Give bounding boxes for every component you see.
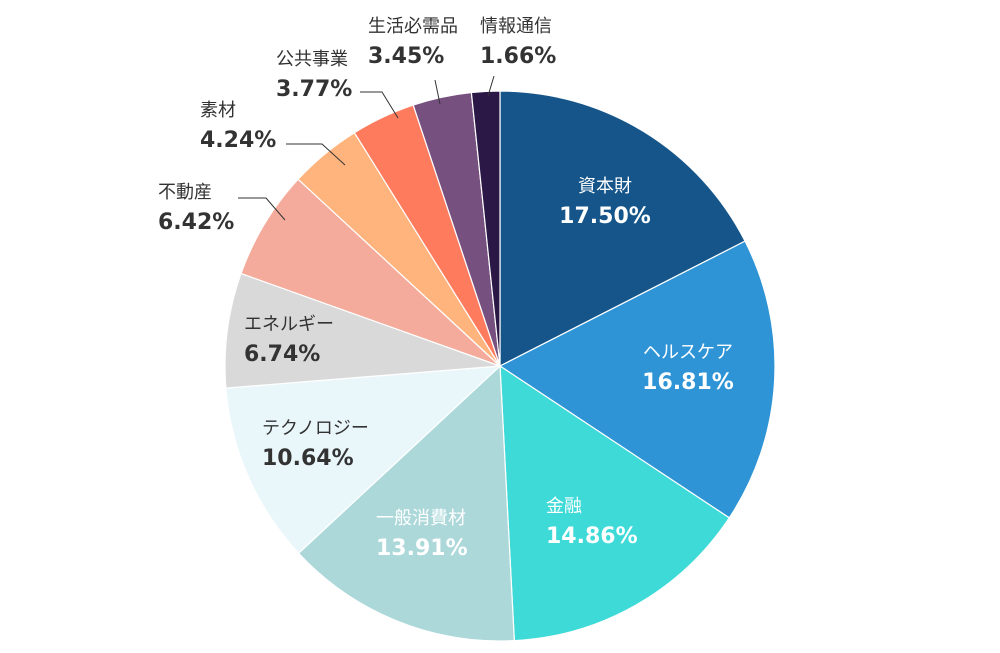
slice-labels: 資本財 17.50% ヘルスケア 16.81% 金融 14.86% 一般消費材 13.91% テ… [158,16,734,561]
slice-0-label: 資本財 [578,176,632,197]
slice-6-value-label: 6.42% [158,210,234,235]
slice-5 [224,272,501,389]
slice-10-leader-line [487,75,495,97]
slice-2-label: 金融 [546,496,582,517]
slice-10-label: 情報通信 [480,16,552,37]
slice-4-value-label: 10.64% [262,446,354,471]
slice-6-label: 不動産 [158,182,212,203]
slice-9-value-label: 3.45% [368,44,444,69]
slice-3-value-label: 13.91% [376,536,468,561]
slice-2-value-label: 14.86% [546,524,638,549]
pie-slices [224,90,776,642]
slice-1-value-label: 16.81% [642,370,734,395]
leader-lines [238,75,495,221]
slice-4-label: テクノロジー [262,418,369,439]
slice-0-value-label: 17.50% [559,204,651,229]
slice-5-value-label: 6.74% [244,342,320,367]
slice-9-label: 生活必需品 [368,16,458,37]
slice-8-value-label: 3.77% [276,77,352,102]
slice-7-label: 素材 [200,100,236,121]
slice-8-label: 公共事業 [276,49,348,70]
slice-3 [297,364,515,642]
slice-3-label: 一般消費材 [376,508,466,529]
slice-1-label: ヘルスケア [643,342,733,363]
slice-0 [499,90,746,367]
slice-5-label: エネルギー [244,314,334,335]
slice-7-leader-line [286,143,346,166]
slice-7-value-label: 4.24% [200,128,276,153]
slice-6-leader-line [238,197,286,221]
slice-4 [225,365,502,555]
slice-2 [499,364,731,642]
slice-8-leader-line [360,91,399,119]
slice-1 [498,240,776,519]
slice-10 [470,90,501,367]
slice-9-leader-line [434,79,441,105]
slice-10-value-label: 1.66% [480,44,556,69]
slice-6 [240,178,501,367]
